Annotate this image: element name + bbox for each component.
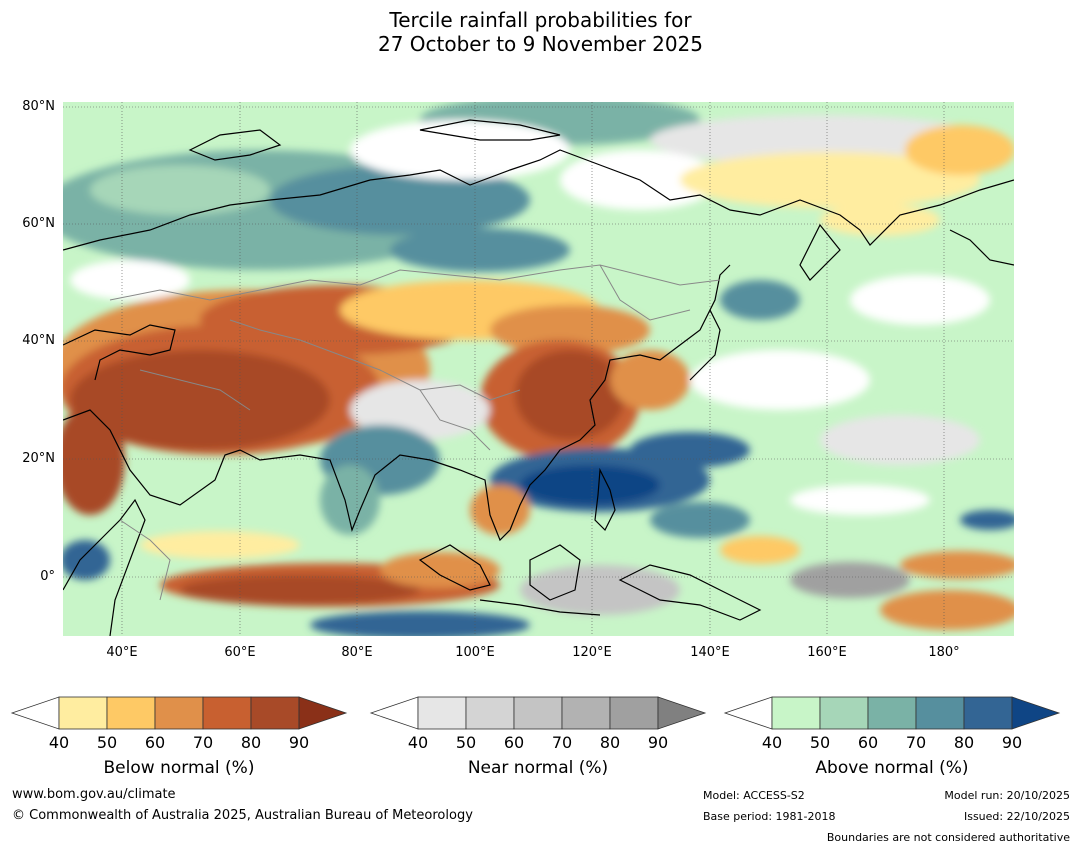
model-name: Model: ACCESS-S2 bbox=[703, 789, 805, 802]
cb-below-tick: 50 bbox=[96, 733, 118, 752]
lat-label-40n: 40°N bbox=[22, 333, 55, 348]
colorbar-below-left-arrow bbox=[10, 696, 60, 730]
cb-above-tick: 60 bbox=[857, 733, 879, 752]
country-boundaries bbox=[109, 264, 721, 601]
lon-label-160e: 160°E bbox=[807, 645, 847, 660]
cb-near-swatch-5 bbox=[657, 696, 707, 730]
copyright-text: © Commonwealth of Australia 2025, Austra… bbox=[12, 808, 473, 823]
cb-below-swatch-5 bbox=[298, 696, 348, 730]
cb-above-tick: 70 bbox=[905, 733, 927, 752]
cb-below-swatch-0 bbox=[58, 696, 108, 730]
colorbar-above-normal bbox=[723, 696, 1061, 730]
issued-date: Issued: 22/10/2025 bbox=[963, 810, 1070, 823]
base-period: Base period: 1981-2018 bbox=[703, 810, 836, 823]
model-run-date: Model run: 20/10/2025 bbox=[944, 789, 1070, 802]
colorbar-near-left-arrow bbox=[369, 696, 419, 730]
lat-label-20n: 20°N bbox=[22, 451, 55, 466]
lon-label-180: 180° bbox=[928, 645, 960, 660]
graticule bbox=[63, 102, 1014, 636]
cb-below-tick: 80 bbox=[240, 733, 262, 752]
cb-above-swatch-1 bbox=[819, 696, 869, 730]
cb-below-swatch-1 bbox=[106, 696, 156, 730]
lon-label-40e: 40°E bbox=[106, 645, 138, 660]
lon-label-60e: 60°E bbox=[224, 645, 256, 660]
cb-above-swatch-3 bbox=[915, 696, 965, 730]
cb-near-swatch-3 bbox=[561, 696, 611, 730]
cb-below-tick: 70 bbox=[192, 733, 214, 752]
colorbar-below-normal bbox=[10, 696, 348, 730]
lon-label-120e: 120°E bbox=[572, 645, 612, 660]
cb-near-swatch-1 bbox=[465, 696, 515, 730]
map-title: Tercile rainfall probabilities for 27 Oc… bbox=[0, 8, 1081, 56]
lat-label-60n: 60°N bbox=[22, 216, 55, 231]
colorbar-near-normal bbox=[369, 696, 707, 730]
cb-near-tick: 80 bbox=[599, 733, 621, 752]
cb-below-tick: 40 bbox=[48, 733, 70, 752]
cb-near-swatch-4 bbox=[609, 696, 659, 730]
website-link[interactable]: www.bom.gov.au/climate bbox=[12, 787, 176, 802]
cb-above-tick: 40 bbox=[761, 733, 783, 752]
lat-label-80n: 80°N bbox=[22, 99, 55, 114]
colorbar-near-label: Near normal (%) bbox=[467, 758, 609, 778]
lon-label-140e: 140°E bbox=[690, 645, 730, 660]
colorbar-above-label: Above normal (%) bbox=[815, 758, 969, 778]
cb-near-swatch-0 bbox=[417, 696, 467, 730]
cb-above-tick: 80 bbox=[953, 733, 975, 752]
cb-below-tick: 90 bbox=[288, 733, 310, 752]
cb-below-swatch-2 bbox=[154, 696, 204, 730]
probability-field bbox=[63, 102, 1014, 636]
title-line-1: Tercile rainfall probabilities for bbox=[389, 8, 692, 32]
cb-above-tick: 90 bbox=[1001, 733, 1023, 752]
cb-below-swatch-3 bbox=[202, 696, 252, 730]
cb-below-tick: 60 bbox=[144, 733, 166, 752]
boundaries-disclaimer: Boundaries are not considered authoritat… bbox=[826, 831, 1070, 844]
cb-near-swatch-2 bbox=[513, 696, 563, 730]
cb-near-tick: 40 bbox=[407, 733, 429, 752]
cb-above-tick: 50 bbox=[809, 733, 831, 752]
cb-near-tick: 90 bbox=[647, 733, 669, 752]
colorbar-below-label: Below normal (%) bbox=[103, 758, 255, 778]
cb-near-tick: 70 bbox=[551, 733, 573, 752]
cb-above-swatch-4 bbox=[963, 696, 1013, 730]
colorbar-above-left-arrow bbox=[723, 696, 773, 730]
cb-above-swatch-2 bbox=[867, 696, 917, 730]
lon-label-100e: 100°E bbox=[455, 645, 495, 660]
lon-label-80e: 80°E bbox=[341, 645, 373, 660]
coastlines bbox=[63, 119, 1014, 636]
colorbars bbox=[10, 696, 1061, 730]
cb-near-tick: 60 bbox=[503, 733, 525, 752]
cb-above-swatch-5 bbox=[1011, 696, 1061, 730]
lat-label-0: 0° bbox=[40, 569, 55, 584]
cb-near-tick: 50 bbox=[455, 733, 477, 752]
rainfall-probability-map bbox=[63, 102, 1014, 636]
title-line-2: 27 October to 9 November 2025 bbox=[377, 32, 704, 56]
cb-below-swatch-4 bbox=[250, 696, 300, 730]
cb-above-swatch-0 bbox=[771, 696, 821, 730]
